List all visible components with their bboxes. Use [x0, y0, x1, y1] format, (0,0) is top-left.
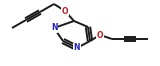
Text: O: O — [62, 6, 68, 16]
Text: O: O — [97, 30, 103, 39]
Text: N: N — [74, 43, 80, 52]
Text: N: N — [51, 23, 57, 32]
